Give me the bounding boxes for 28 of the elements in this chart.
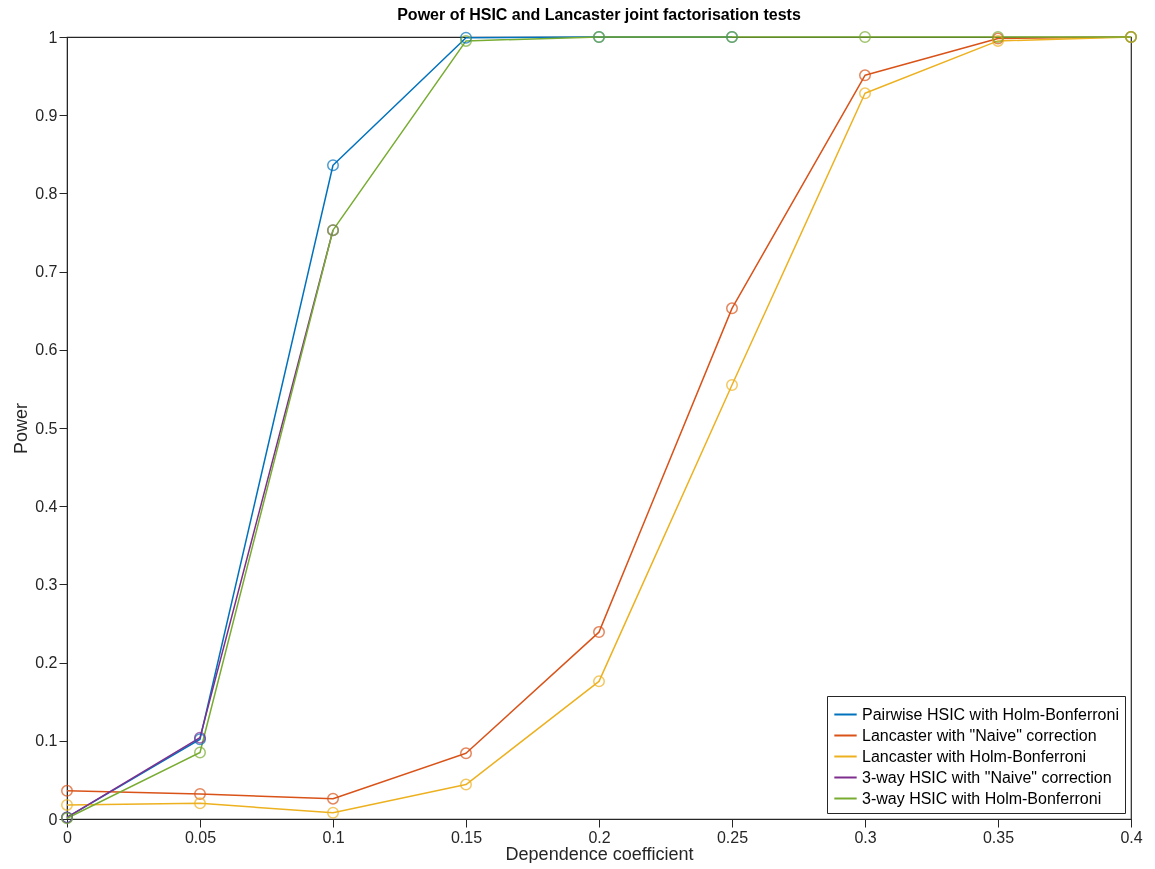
y-tick-label: 0.4 <box>35 497 58 515</box>
y-tick-label: 0.3 <box>35 575 58 593</box>
legend-label: Lancaster with "Naive" correction <box>862 726 1097 744</box>
legend-label: 3-way HSIC with "Naive" correction <box>862 768 1112 786</box>
y-tick-label: 0.1 <box>35 732 58 750</box>
x-tick-label: 0.35 <box>982 828 1015 846</box>
y-tick-label: 0.8 <box>35 184 58 202</box>
x-tick-label: 0.05 <box>184 828 217 846</box>
x-tick-label: 0.3 <box>854 828 877 846</box>
y-tick-label: 0.5 <box>35 419 58 437</box>
x-axis-title: Dependence coefficient <box>505 843 694 864</box>
x-tick-label: 0 <box>63 828 73 846</box>
legend-label: Pairwise HSIC with Holm-Bonferroni <box>862 705 1119 723</box>
x-tick-label: 0.4 <box>1120 828 1143 846</box>
legend-label: 3-way HSIC with Holm-Bonferroni <box>862 789 1102 807</box>
x-tick-label: 0.1 <box>322 828 345 846</box>
legend-label: Lancaster with Holm-Bonferroni <box>862 747 1087 765</box>
x-tick-label: 0.15 <box>450 828 483 846</box>
y-axis-title: Power <box>11 402 32 455</box>
x-tick-label: 0.2 <box>588 828 611 846</box>
y-tick-label: 0.6 <box>35 341 58 359</box>
y-tick-label: 0.9 <box>35 106 58 124</box>
y-tick-label: 0.7 <box>35 263 58 281</box>
x-tick-label: 0.25 <box>716 828 749 846</box>
y-tick-label: 0 <box>48 810 58 828</box>
y-tick-label: 0.2 <box>35 654 58 672</box>
chart-title: Power of HSIC and Lancaster joint factorisation tests <box>397 5 801 23</box>
y-tick-label: 1 <box>48 28 58 46</box>
